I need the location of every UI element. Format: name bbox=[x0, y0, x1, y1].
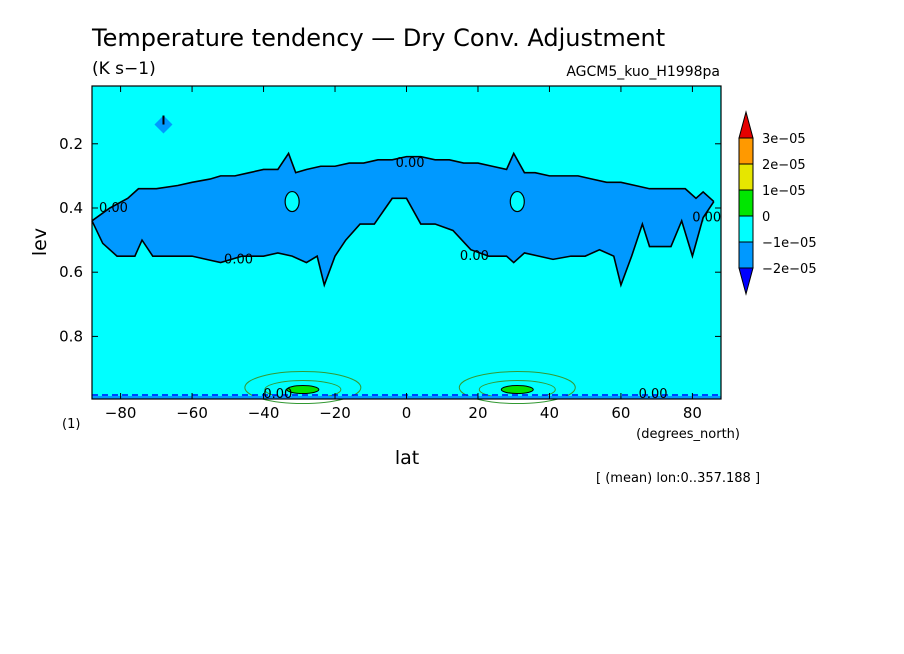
x-axis-label: lat bbox=[395, 447, 419, 469]
colorbar-swatch bbox=[738, 137, 754, 165]
zero-contour-lower bbox=[91, 197, 715, 288]
contour-label-4: 0.00 bbox=[692, 211, 721, 226]
contour-label-1: 0.00 bbox=[396, 156, 425, 171]
x-tick-label: 60 bbox=[611, 404, 630, 422]
zero-contour-upper bbox=[91, 151, 715, 222]
plot-area: 0.00 0.00 0.00 0.00 0.00 0.00 0.00 bbox=[91, 85, 722, 405]
colorbar-bottom-arrow bbox=[738, 267, 754, 296]
y-tick-label: 0.2 bbox=[59, 135, 83, 153]
contour-label-0: 0.00 bbox=[99, 201, 128, 216]
x-axis-units: (degrees_north) bbox=[636, 427, 740, 442]
surface-contour-outer-3 bbox=[244, 371, 362, 405]
negative-band-fill bbox=[92, 153, 714, 286]
y-tick-label: 0.8 bbox=[59, 327, 83, 345]
contour-label-2: 0.00 bbox=[224, 252, 253, 267]
y-tick-label: 0.6 bbox=[59, 263, 83, 281]
x-tick-label: −80 bbox=[105, 404, 137, 422]
y-axis-label: lev bbox=[29, 228, 51, 256]
colorbar-swatch bbox=[738, 189, 754, 217]
surface-max-4 bbox=[500, 385, 534, 395]
surface-contour-outer-4 bbox=[458, 371, 576, 405]
data-source-label: AGCM5_kuo_H1998pa bbox=[566, 64, 720, 80]
y-axis-units: (1) bbox=[62, 417, 80, 432]
colorbar-top-arrow bbox=[738, 110, 754, 139]
colorbar-swatch bbox=[738, 163, 754, 191]
x-tick-label: −20 bbox=[319, 404, 351, 422]
x-tick-label: −60 bbox=[176, 404, 208, 422]
x-tick-label: 80 bbox=[683, 404, 702, 422]
x-axis-ticks: −80 −60 −40 −20 0 20 40 60 80 bbox=[105, 86, 702, 422]
colorbar-label: −2e−05 bbox=[762, 262, 817, 277]
x-tick-label: 0 bbox=[402, 404, 412, 422]
contour-label-3: 0.00 bbox=[460, 249, 489, 264]
chart-title: Temperature tendency — Dry Conv. Adjustm… bbox=[91, 24, 665, 52]
footnote: [ (mean) lon:0..357.188 ] bbox=[596, 471, 760, 486]
y-axis-ticks: 0.2 0.4 0.6 0.8 bbox=[59, 135, 721, 345]
contour-label-6: 0.00 bbox=[639, 387, 668, 402]
colorbar-swatch bbox=[738, 241, 754, 269]
colorbar-label: 1e−05 bbox=[762, 184, 806, 199]
island-2 bbox=[509, 190, 525, 213]
contour-label-5: 0.00 bbox=[263, 387, 292, 402]
colorbar-swatch bbox=[738, 215, 754, 243]
chart-units: (K s−1) bbox=[92, 59, 156, 79]
x-tick-label: 20 bbox=[468, 404, 487, 422]
colorbar: 3e−05 2e−05 1e−05 0 −1e−05 −2e−05 bbox=[738, 110, 817, 296]
colorbar-label: −1e−05 bbox=[762, 236, 817, 251]
colorbar-label: 0 bbox=[762, 210, 770, 225]
colorbar-label: 3e−05 bbox=[762, 132, 806, 147]
x-tick-label: −40 bbox=[248, 404, 280, 422]
island-1 bbox=[284, 190, 300, 213]
colorbar-label: 2e−05 bbox=[762, 158, 806, 173]
surface-max-3 bbox=[286, 385, 320, 395]
x-tick-label: 40 bbox=[540, 404, 559, 422]
y-tick-label: 0.4 bbox=[59, 199, 83, 217]
